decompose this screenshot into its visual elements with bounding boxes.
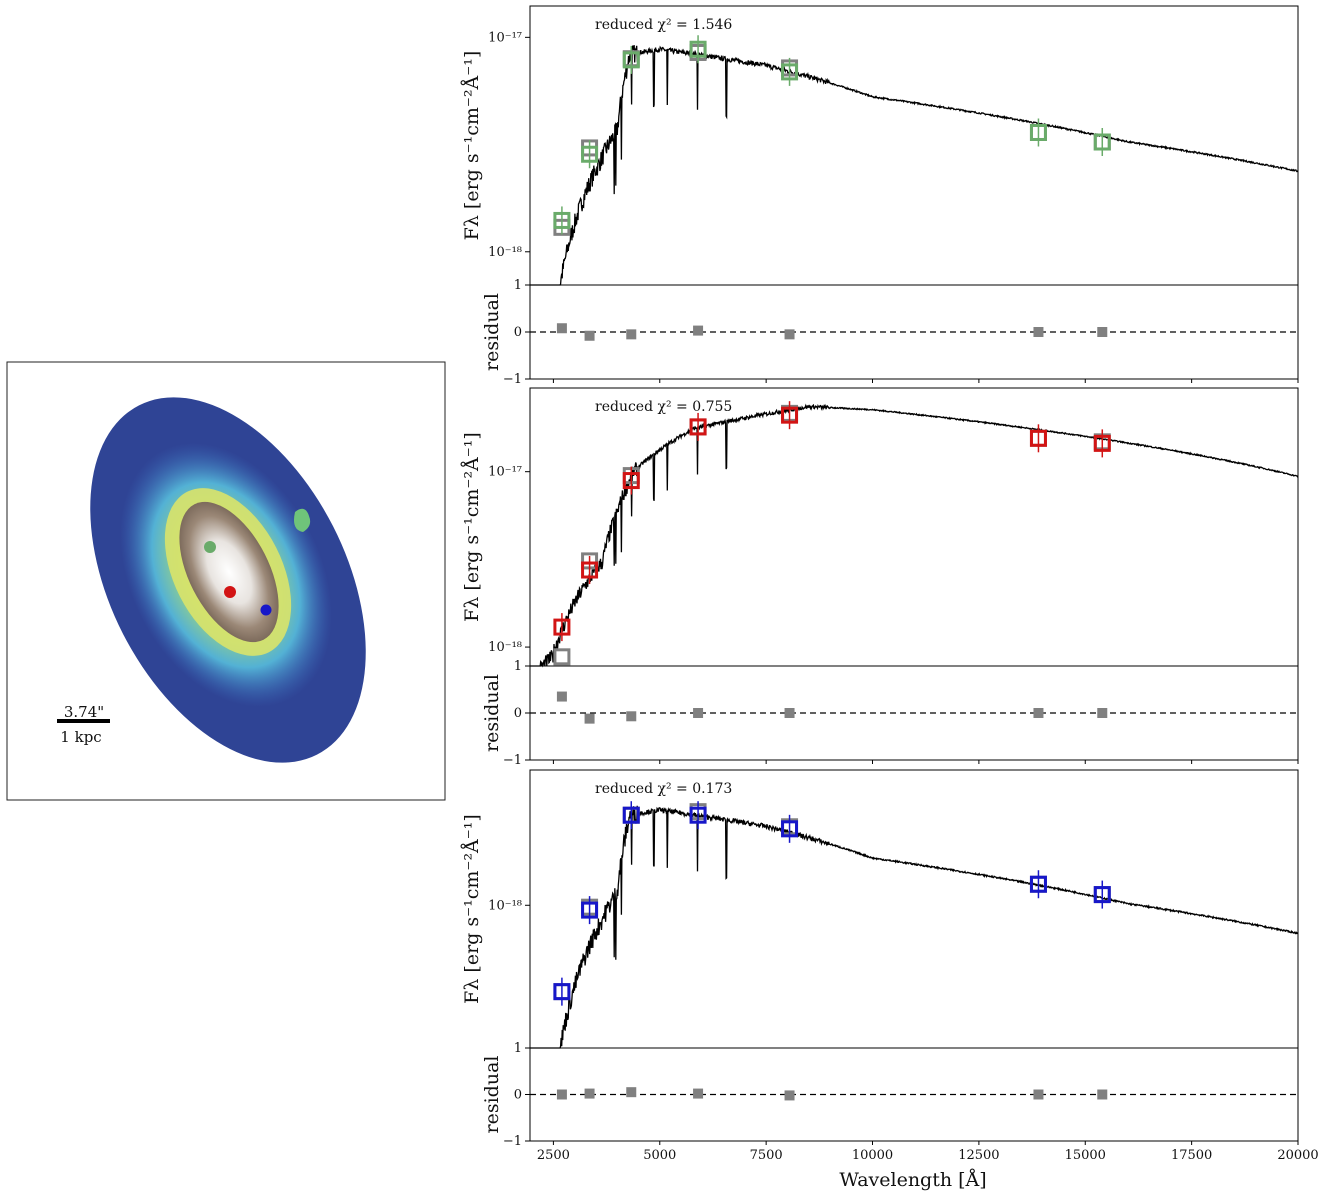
residual-point	[556, 691, 567, 702]
residual-tick-label: 0	[514, 706, 522, 721]
residual-point	[784, 1090, 795, 1101]
data-photometry-point	[689, 40, 707, 58]
sed-panel-top: 10⁻¹⁷ 10⁻¹⁸ Fλ [erg s⁻¹cm⁻²Å⁻¹] reduced χ² …	[461, 5, 1299, 387]
residual-point	[584, 1088, 595, 1099]
x-axis-label: Wavelength [Å]	[839, 1169, 986, 1191]
data-photometry-point	[553, 983, 571, 1001]
residual-point	[1033, 1089, 1044, 1100]
residual-tick-label: −1	[503, 372, 522, 387]
x-tick-label: 5000	[643, 1148, 676, 1163]
residual-point	[1097, 1089, 1108, 1100]
y-tick-label: 10⁻¹⁸	[488, 898, 522, 913]
data-photometry-point	[1093, 886, 1111, 904]
data-photometry-point	[581, 145, 599, 163]
green-region-marker	[204, 541, 216, 553]
residual-point	[1033, 327, 1044, 337]
residual-point	[1033, 708, 1044, 718]
residual-point	[626, 329, 637, 340]
y-tick-label: 10⁻¹⁸	[488, 245, 522, 260]
residual-point	[1097, 327, 1108, 337]
sed-panel-middle: 10⁻¹⁷ 10⁻¹⁸ Fλ [erg s⁻¹cm⁻²Å⁻¹] reduced χ² …	[461, 387, 1299, 768]
x-tick-label: 10000	[852, 1148, 893, 1163]
residual-point	[693, 1088, 704, 1099]
y-tick-label: 10⁻¹⁷	[488, 30, 522, 45]
residual-point	[556, 323, 567, 334]
model-photometry-point	[553, 648, 571, 666]
y-axis-label: Fλ [erg s⁻¹cm⁻²Å⁻¹]	[461, 432, 483, 622]
x-tick-label: 20000	[1277, 1148, 1318, 1163]
data-photometry-point	[1029, 875, 1047, 893]
data-photometry-point	[781, 820, 799, 838]
y-tick-label: 10⁻¹⁷	[488, 465, 522, 480]
model-spectrum-line	[530, 805, 1299, 1049]
x-tick-label: 17500	[1171, 1148, 1212, 1163]
data-photometry-point	[1093, 133, 1111, 151]
galaxy-clump	[294, 508, 311, 532]
sed-main-frame	[529, 769, 1299, 1049]
residual-axis-label: residual	[481, 674, 503, 752]
residual-tick-label: 1	[514, 1041, 522, 1056]
data-photometry-point	[553, 211, 571, 229]
residual-tick-label: 0	[514, 325, 522, 340]
residual-tick-label: 0	[514, 1088, 522, 1103]
residual-point	[584, 330, 595, 341]
residual-tick-label: 1	[514, 278, 522, 293]
residual-point	[693, 325, 704, 336]
data-photometry-point	[622, 806, 640, 824]
residual-tick-label: −1	[503, 753, 522, 768]
red-region-marker	[224, 586, 236, 598]
residual-point	[556, 1089, 567, 1100]
residual-point	[693, 708, 704, 718]
residual-axis-label: residual	[481, 293, 503, 371]
residual-tick-label: 1	[514, 659, 522, 674]
y-axis-label: Fλ [erg s⁻¹cm⁻²Å⁻¹]	[461, 814, 483, 1004]
x-tick-label: 12500	[958, 1148, 999, 1163]
y-axis-label: Fλ [erg s⁻¹cm⁻²Å⁻¹]	[461, 51, 483, 241]
x-tick-label: 2500	[537, 1148, 570, 1163]
chi2-label: reduced χ² = 0.755	[595, 399, 732, 415]
galaxy-core	[179, 501, 279, 643]
data-photometry-point	[1093, 434, 1111, 452]
sed-main-frame	[529, 387, 1299, 667]
data-photometry-point	[622, 51, 640, 69]
x-tick-label: 15000	[1065, 1148, 1106, 1163]
chi2-label: reduced χ² = 0.173	[595, 781, 732, 797]
residual-point	[626, 1087, 637, 1098]
chi2-label: reduced χ² = 1.546	[595, 17, 732, 33]
data-photometry-point	[553, 618, 571, 636]
sed-main-frame	[529, 5, 1299, 286]
residual-point	[784, 708, 795, 718]
data-photometry-point	[581, 901, 599, 919]
residual-tick-label: −1	[503, 1134, 522, 1149]
data-photometry-point	[689, 418, 707, 436]
scale-kpc-label: 1 kpc	[60, 728, 101, 746]
residual-point	[784, 329, 795, 340]
scale-arcsec-label: 3.74"	[64, 703, 104, 721]
data-photometry-point	[781, 63, 799, 81]
model-spectrum-line	[530, 403, 1299, 668]
data-photometry-point	[1029, 123, 1047, 141]
sed-panel-bottom: 10⁻¹⁸ Fλ [erg s⁻¹cm⁻²Å⁻¹] reduced χ² = 0.1…	[461, 769, 1299, 1149]
x-axis: 2500 5000 7500 10000 12500 15000 17500 20000	[537, 1148, 1319, 1163]
x-tick-label: 7500	[750, 1148, 783, 1163]
data-photometry-point	[689, 806, 707, 824]
residual-point	[584, 713, 595, 724]
blue-region-marker	[260, 604, 272, 616]
model-spectrum-line	[530, 45, 1299, 286]
galaxy-map: 3.74" 1 kpc	[6, 361, 446, 801]
residual-point	[626, 711, 637, 722]
data-photometry-point	[1029, 429, 1047, 447]
data-photometry-point	[622, 472, 640, 490]
data-photometry-point	[581, 561, 599, 579]
y-tick-label: 10⁻¹⁸	[488, 640, 522, 655]
residual-point	[1097, 708, 1108, 718]
data-photometry-point	[781, 406, 799, 424]
residual-axis-label: residual	[481, 1056, 503, 1134]
